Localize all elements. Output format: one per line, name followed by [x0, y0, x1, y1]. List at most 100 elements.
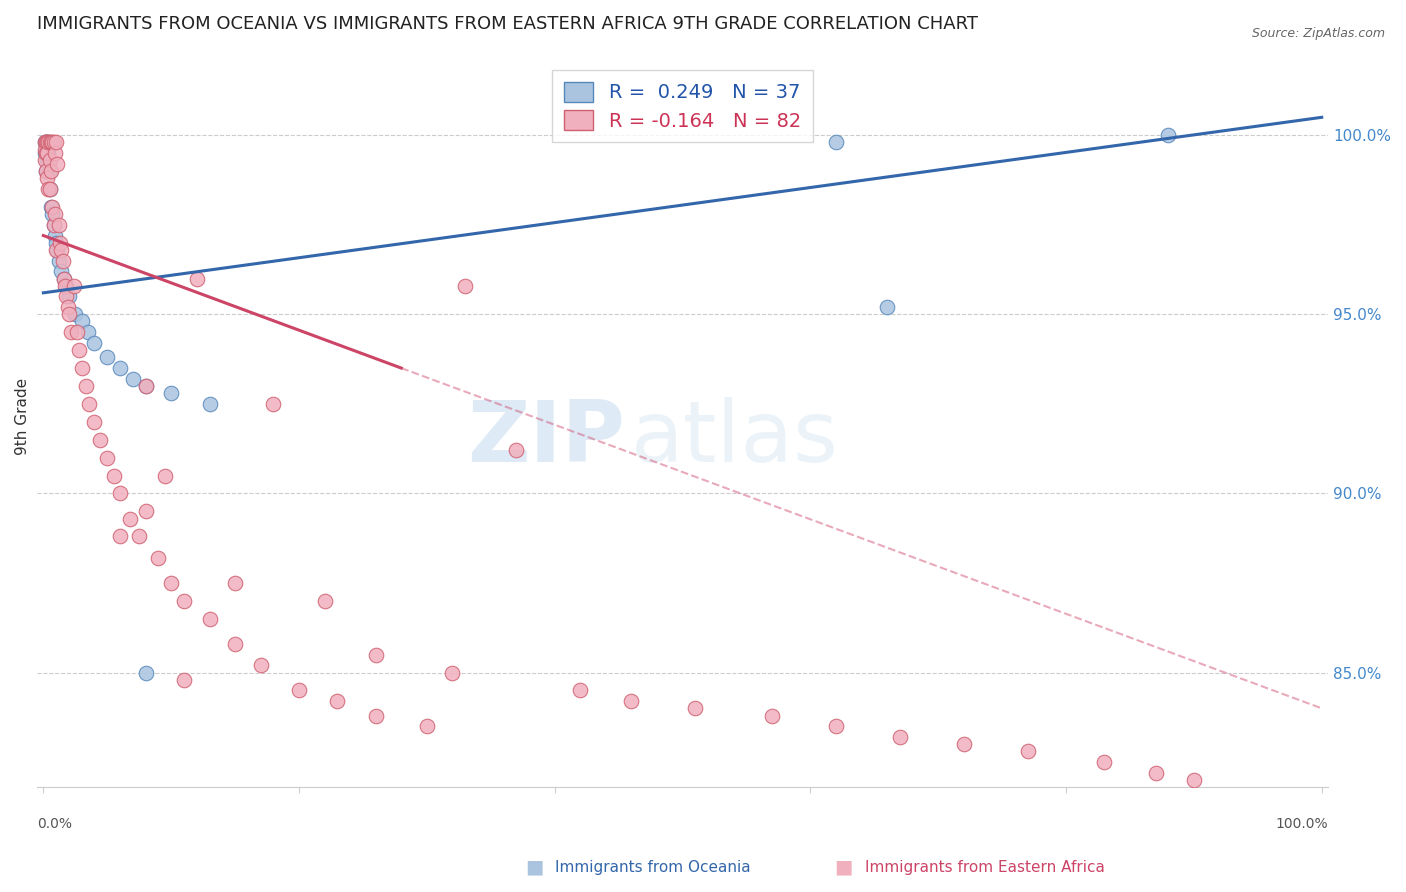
Point: [44, 207, 66, 221]
Point: [75, 379, 97, 393]
Point: [39, 200, 62, 214]
Text: ZIP: ZIP: [467, 397, 624, 480]
Point: [37, 146, 59, 161]
Point: [52, 271, 75, 285]
Point: [34, 153, 56, 168]
Point: [135, 379, 157, 393]
Point: [37, 153, 59, 168]
Point: [148, 550, 170, 565]
Point: [37, 136, 59, 150]
Point: [441, 665, 464, 680]
Point: [1017, 744, 1039, 758]
Point: [569, 683, 592, 698]
Point: [364, 648, 387, 662]
Point: [45, 136, 67, 150]
Point: [35, 164, 58, 178]
Point: [89, 433, 111, 447]
Point: [1144, 765, 1167, 780]
Point: [1182, 772, 1205, 787]
Point: [56, 300, 79, 314]
Point: [44, 228, 66, 243]
Point: [37, 171, 59, 186]
Point: [173, 673, 195, 687]
Point: [224, 576, 246, 591]
Point: [38, 182, 60, 196]
Point: [42, 136, 65, 150]
Point: [314, 594, 336, 608]
Point: [685, 701, 707, 715]
Point: [51, 243, 73, 257]
Point: [96, 450, 118, 465]
Point: [135, 665, 157, 680]
Point: [45, 243, 67, 257]
Point: [51, 253, 73, 268]
Point: [42, 218, 65, 232]
Text: Immigrants from Oceania: Immigrants from Oceania: [555, 860, 751, 874]
Point: [38, 136, 60, 150]
Point: [39, 164, 62, 178]
Point: [52, 271, 75, 285]
Point: [41, 200, 63, 214]
Point: [37, 182, 59, 196]
Point: [326, 694, 349, 708]
Point: [79, 397, 101, 411]
Point: [37, 146, 59, 161]
Point: [876, 300, 898, 314]
Point: [65, 325, 87, 339]
Point: [108, 361, 131, 376]
Point: [1157, 128, 1180, 143]
Point: [364, 708, 387, 723]
Point: [37, 136, 59, 150]
Point: [825, 719, 848, 733]
Point: [37, 136, 59, 150]
Point: [48, 218, 70, 232]
Point: [153, 468, 176, 483]
Point: [38, 164, 60, 178]
Point: [83, 415, 105, 429]
Point: [63, 278, 86, 293]
Point: [1094, 755, 1116, 769]
Point: [103, 468, 125, 483]
Point: [160, 386, 183, 401]
Text: Immigrants from Eastern Africa: Immigrants from Eastern Africa: [865, 860, 1105, 874]
Point: [35, 164, 58, 178]
Point: [60, 325, 83, 339]
Point: [58, 289, 80, 303]
Point: [198, 612, 221, 626]
Point: [70, 361, 93, 376]
Text: atlas: atlas: [631, 397, 839, 480]
Point: [48, 253, 70, 268]
Legend: R =  0.249   N = 37, R = -0.164   N = 82: R = 0.249 N = 37, R = -0.164 N = 82: [553, 70, 813, 143]
Point: [825, 136, 848, 150]
Point: [121, 372, 143, 386]
Point: [37, 143, 59, 157]
Point: [128, 529, 150, 543]
Point: [889, 730, 911, 744]
Point: [77, 325, 100, 339]
Point: [53, 278, 76, 293]
Point: [58, 307, 80, 321]
Point: [761, 708, 783, 723]
Point: [288, 683, 311, 698]
Point: [51, 264, 73, 278]
Point: [135, 379, 157, 393]
Point: [173, 594, 195, 608]
Point: [55, 278, 77, 293]
Point: [46, 157, 69, 171]
Point: [35, 136, 58, 150]
Point: [198, 397, 221, 411]
Point: [42, 218, 65, 232]
Point: [34, 143, 56, 157]
Point: [135, 504, 157, 518]
Point: [108, 529, 131, 543]
Text: ■: ■: [834, 857, 853, 877]
Text: IMMIGRANTS FROM OCEANIA VS IMMIGRANTS FROM EASTERN AFRICA 9TH GRADE CORRELATION : IMMIGRANTS FROM OCEANIA VS IMMIGRANTS FR…: [37, 15, 979, 33]
Point: [620, 694, 643, 708]
Point: [108, 486, 131, 500]
Point: [83, 336, 105, 351]
Point: [38, 182, 60, 196]
Point: [35, 139, 58, 153]
Point: [34, 146, 56, 161]
Point: [34, 136, 56, 150]
Point: [120, 511, 142, 525]
